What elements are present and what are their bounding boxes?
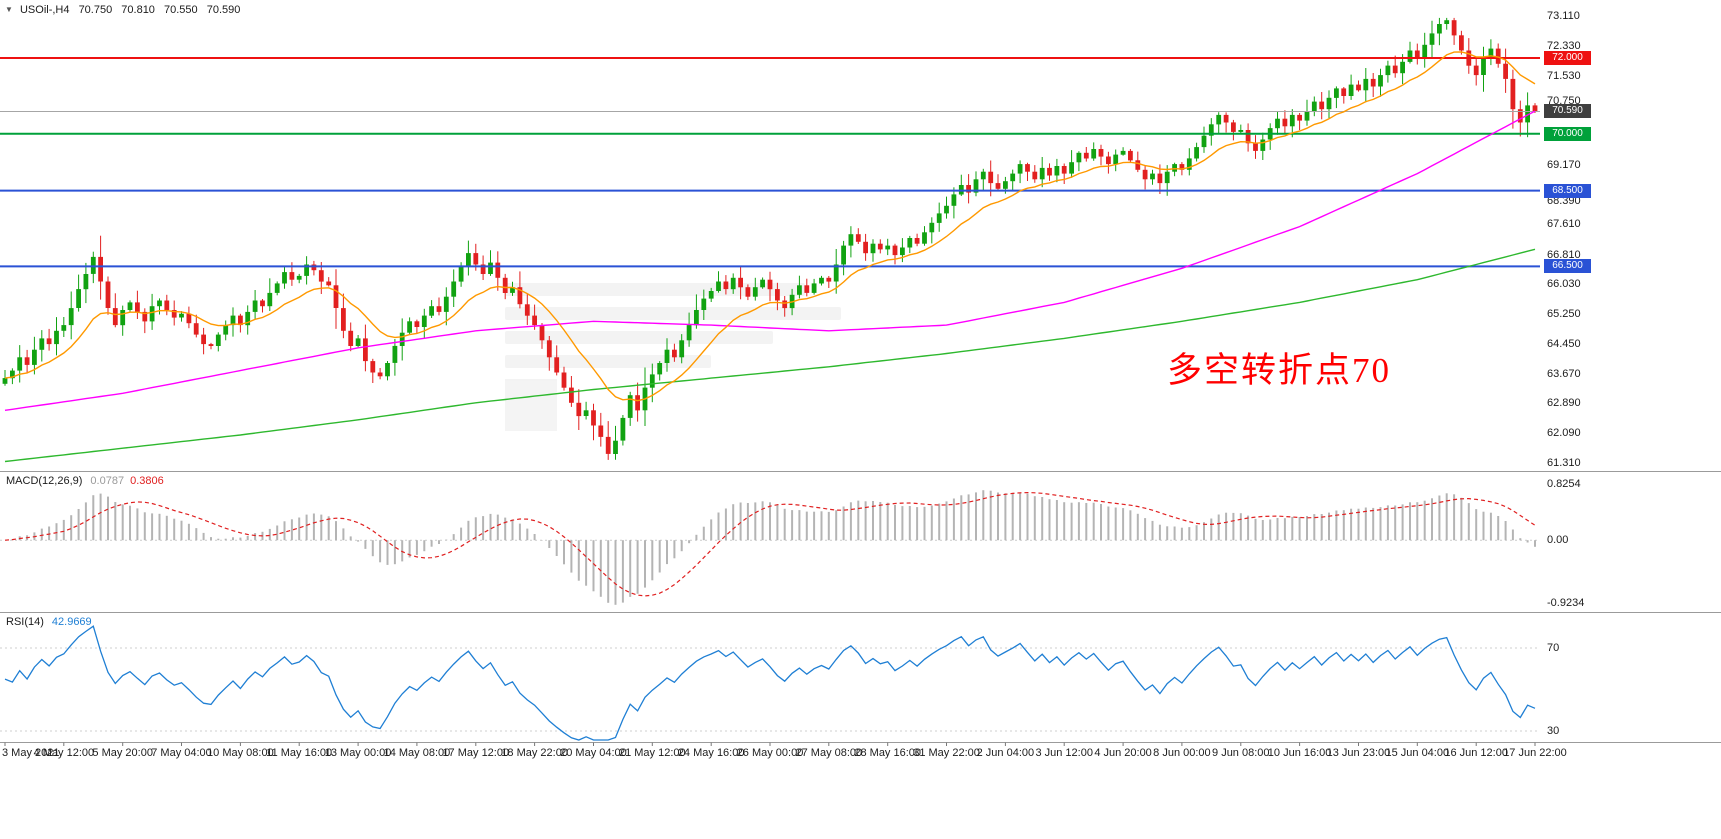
macd-axis-label: 0.8254 (1547, 478, 1581, 490)
macd-indicator-label: MACD(12,26,9) 0.0787 0.3806 (6, 475, 164, 487)
ohlc-low-value: 70.550 (164, 4, 198, 16)
price-tick-label: 62.090 (1547, 427, 1581, 440)
time-tick-label: 17 Jun 22:00 (1503, 747, 1567, 759)
price-level-badge: 66.500 (1544, 259, 1591, 274)
time-tick-label: 10 Jun 16:00 (1267, 747, 1332, 759)
macd-histogram (11, 490, 1536, 605)
price-tick-label: 61.310 (1547, 457, 1581, 469)
price-tick-label: 68.390 (1547, 194, 1581, 207)
time-tick-label: 26 May 00:00 (736, 747, 804, 759)
ma-fast-line (4, 51, 1536, 402)
price-tick-label: 65.250 (1547, 307, 1581, 320)
time-tick-label: 28 May 16:00 (854, 747, 922, 759)
time-tick-label: 11 May 16:00 (266, 747, 333, 759)
price-tick-label: 69.170 (1547, 159, 1581, 172)
time-tick-label: 3 May 2021 (2, 747, 60, 759)
ohlc-close-value: 70.590 (206, 4, 241, 16)
time-axis[interactable]: 3 May 2021 4 May 12:00 5 May 20:00 7 May 04… (0, 745, 1721, 767)
time-tick-label: 4 May 12:00 (33, 747, 95, 759)
time-tick-label: 4 Jun 20:00 (1094, 747, 1152, 759)
ohlc-open-value: 70.750 (78, 4, 113, 16)
horizontal-level-lines (0, 57, 1540, 268)
watermark-line (505, 307, 841, 320)
rsi-name: RSI(14) (6, 616, 44, 628)
time-tick-label: 3 Jun 12:00 (1035, 747, 1093, 759)
price-level-badge: 68.500 (1544, 183, 1591, 198)
ohlc-high-value: 70.810 (121, 4, 155, 16)
time-tick-label: 15 Jun 04:00 (1385, 747, 1450, 759)
time-tick-label: 24 May 16:00 (677, 747, 745, 759)
ma-mid-line (4, 110, 1536, 411)
time-tick-label: 27 May 08:00 (795, 747, 863, 759)
time-tick-label: 14 May 08:00 (383, 747, 451, 759)
price-axis[interactable]: 73.110 72.330 71.530 70.750 69.170 68.390 67.6… (1543, 0, 1721, 775)
price-tick-label: 62.890 (1547, 397, 1581, 410)
time-tick-label: 8 Jun 00:00 (1153, 747, 1211, 759)
time-tick-label: 10 May 08:00 (207, 747, 274, 759)
ma-slow-line (4, 248, 1536, 463)
watermark-qr-square (505, 379, 557, 431)
rsi-axis-label: 30 (1547, 725, 1560, 737)
price-level-badge: 72.000 (1544, 51, 1591, 66)
rsi-line (4, 625, 1536, 741)
chart-header: ▼ USOil-,H4 70.750 70.810 70.550 70.590 (5, 4, 246, 16)
time-tick-label: 20 May 04:00 (560, 747, 627, 759)
price-level-badge: 70.000 (1544, 126, 1591, 141)
price-tick-label: 67.610 (1547, 218, 1581, 231)
price-tick-label: 72.330 (1547, 39, 1581, 52)
time-tick-label: 13 Jun 23:00 (1326, 747, 1391, 759)
price-tick-label: 66.030 (1547, 278, 1581, 291)
rsi-indicator-label: RSI(14) 42.9669 (6, 616, 92, 628)
macd-axis-label: 0.00 (1547, 534, 1569, 547)
time-tick-label: 5 May 20:00 (92, 747, 153, 759)
rsi-axis-label: 70 (1547, 642, 1560, 654)
macd-signal-line (4, 491, 1536, 597)
candlesticks (2, 17, 1538, 460)
time-tick-label: 7 May 04:00 (151, 747, 212, 759)
time-tick-label: 18 May 22:00 (501, 747, 568, 759)
macd-name: MACD(12,26,9) (6, 475, 83, 487)
chart-annotation-text: 多空转折点70 (1167, 351, 1392, 390)
price-level-badge: 70.590 (1544, 104, 1591, 119)
time-tick-label: 17 May 12:00 (442, 747, 510, 759)
price-tick-label: 66.810 (1547, 248, 1581, 261)
time-tick-label: 13 May 00:00 (324, 747, 392, 759)
price-tick-label: 71.530 (1547, 69, 1581, 82)
symbol-timeframe-label: USOil-,H4 (19, 4, 70, 16)
time-tick-label: 2 Jun 04:00 (976, 747, 1035, 759)
rsi-value: 42.9669 (51, 616, 92, 628)
collapse-ohlc-icon[interactable]: ▼ (5, 5, 13, 14)
macd-main-value: 0.0787 (90, 475, 125, 487)
watermark-line (505, 283, 805, 296)
macd-axis-label: -0.9234 (1547, 596, 1585, 609)
price-tick-label: 64.450 (1547, 338, 1581, 351)
time-tick-label: 16 Jun 12:00 (1444, 747, 1508, 759)
price-tick-label: 73.110 (1547, 10, 1580, 22)
time-tick-label: 31 May 22:00 (913, 747, 980, 759)
macd-signal-value: 0.3806 (130, 475, 164, 487)
time-tick-label: 9 Jun 08:00 (1212, 747, 1270, 759)
price-tick-label: 63.670 (1547, 367, 1581, 380)
time-tick-label: 21 May 12:00 (618, 747, 686, 759)
